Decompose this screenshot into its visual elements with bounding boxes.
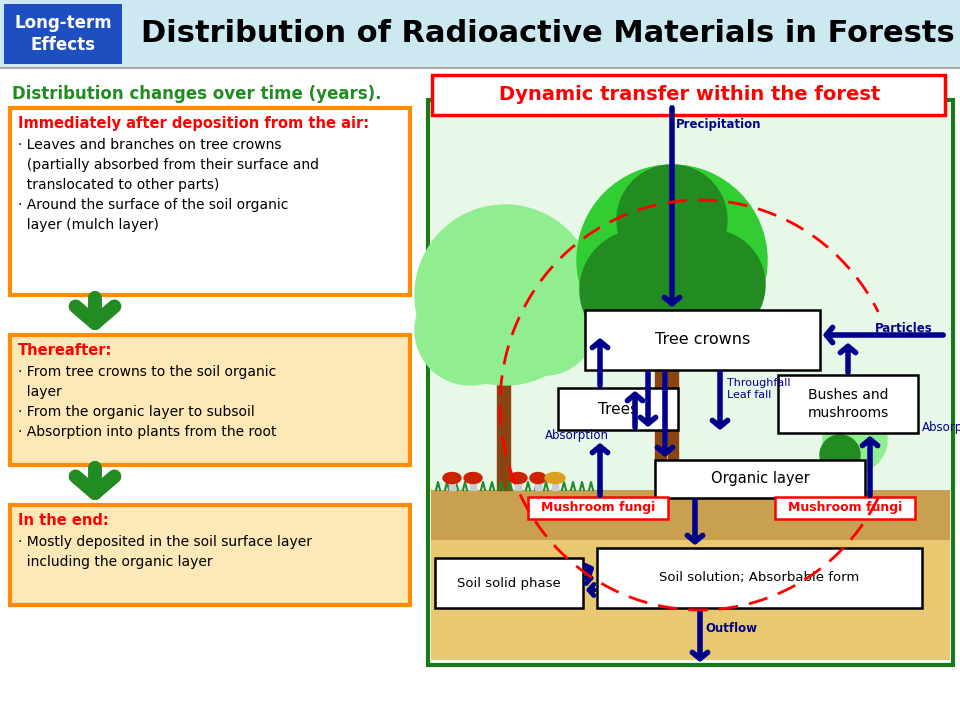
Circle shape (655, 230, 765, 340)
Text: Precipitation: Precipitation (676, 118, 761, 131)
Text: Outflow: Outflow (705, 622, 757, 635)
Bar (431, 490, 950, 540)
Text: Dynamic transfer within the forest: Dynamic transfer within the forest (499, 86, 880, 104)
Text: Particles: Particles (875, 322, 933, 335)
Bar (558, 388, 678, 430)
Bar (4, 4, 122, 64)
Bar (775, 497, 915, 519)
Text: · Leaves and branches on tree crowns
  (partially absorbed from their surface an: · Leaves and branches on tree crowns (pa… (18, 138, 319, 232)
Bar (655, 460, 865, 498)
Text: Absorption: Absorption (922, 421, 960, 434)
Text: Tree crowns: Tree crowns (655, 333, 750, 348)
Bar (528, 497, 668, 519)
Circle shape (577, 165, 767, 355)
Circle shape (415, 275, 525, 385)
Text: Thereafter:: Thereafter: (18, 343, 112, 358)
Ellipse shape (443, 472, 461, 484)
Circle shape (820, 435, 860, 475)
Polygon shape (535, 478, 541, 490)
Circle shape (617, 165, 727, 275)
Text: Distribution of Radioactive Materials in Forests: Distribution of Radioactive Materials in… (141, 19, 955, 48)
Text: · From tree crowns to the soil organic
  layer
· From the organic layer to subso: · From tree crowns to the soil organic l… (18, 365, 276, 439)
Text: Bushes and
mushrooms: Bushes and mushrooms (807, 388, 889, 420)
Polygon shape (552, 478, 558, 490)
Bar (10, 108, 410, 295)
Polygon shape (515, 478, 521, 490)
Ellipse shape (545, 472, 565, 484)
Text: In the end:: In the end: (18, 513, 108, 528)
Bar (0, 0, 960, 68)
Text: Trees: Trees (598, 402, 638, 416)
Ellipse shape (509, 472, 527, 484)
Bar (431, 103, 950, 490)
Bar (585, 310, 820, 370)
Circle shape (580, 230, 700, 350)
Circle shape (495, 275, 595, 375)
Bar (778, 375, 918, 433)
Bar (431, 540, 950, 660)
Bar (432, 75, 945, 115)
Polygon shape (449, 478, 455, 490)
Text: Organic layer: Organic layer (710, 472, 809, 487)
Bar (10, 505, 410, 605)
Text: · Mostly deposited in the soil surface layer
  including the organic layer: · Mostly deposited in the soil surface l… (18, 535, 312, 569)
Polygon shape (470, 478, 476, 490)
Bar (435, 558, 583, 608)
Bar (428, 100, 953, 665)
Ellipse shape (530, 472, 546, 484)
Text: Mushroom fungi: Mushroom fungi (540, 502, 655, 515)
Text: Soil solution; Absorbable form: Soil solution; Absorbable form (660, 572, 859, 585)
Text: Immediately after deposition from the air:: Immediately after deposition from the ai… (18, 116, 370, 131)
Text: Throughfall
Leaf fall: Throughfall Leaf fall (727, 378, 790, 400)
Text: Long-term
Effects: Long-term Effects (14, 14, 111, 54)
Circle shape (823, 408, 887, 472)
Text: Absorption: Absorption (545, 428, 609, 441)
Text: Mushroom fungi: Mushroom fungi (788, 502, 902, 515)
Bar (597, 548, 922, 608)
Bar (10, 335, 410, 465)
Ellipse shape (464, 472, 482, 484)
Circle shape (415, 205, 595, 385)
Text: Distribution changes over time (years).: Distribution changes over time (years). (12, 85, 381, 103)
Text: Soil solid phase: Soil solid phase (457, 577, 561, 590)
